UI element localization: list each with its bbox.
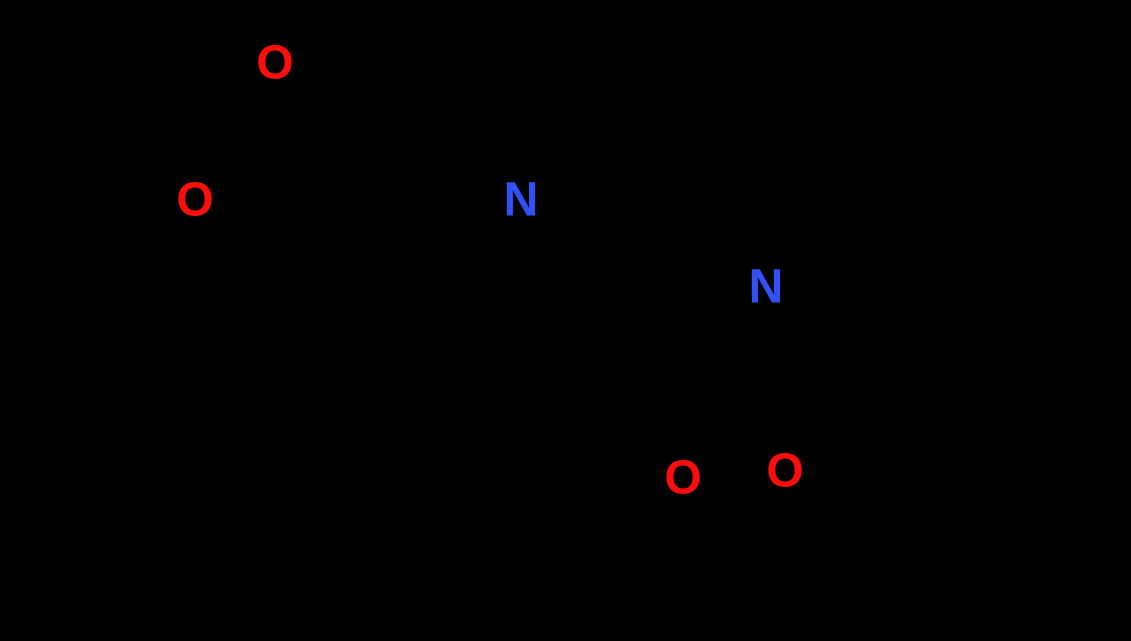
atom-label-O: O (256, 37, 293, 90)
atom-label-O: O (766, 445, 803, 498)
atom-label-N: N (749, 261, 784, 314)
molecule-diagram: O O N O N O (0, 0, 1131, 641)
bond-line (521, 478, 540, 568)
bond-line (358, 155, 438, 200)
bond-line (602, 293, 683, 340)
bond-line (925, 315, 1017, 335)
bond-line (683, 200, 748, 268)
atom-label-N: N (504, 174, 539, 227)
bond-line (115, 214, 173, 250)
bond-line (438, 155, 498, 188)
bond-line (859, 178, 878, 268)
bond-line (438, 433, 521, 478)
bond-line (878, 158, 970, 178)
bond-line (869, 335, 925, 425)
bond-line (521, 433, 602, 478)
bond-line (544, 155, 602, 187)
bond-line (1017, 225, 1037, 315)
bond-line (771, 313, 785, 381)
bond-line (521, 293, 602, 340)
bonds-group (115, 89, 1037, 568)
bond-line (438, 293, 521, 340)
atom-label-O: O (664, 452, 701, 505)
bond-line (275, 155, 358, 200)
atom-label-O: O (176, 174, 213, 227)
bond-line (792, 268, 860, 282)
bond-line (970, 158, 1037, 225)
bond-line (602, 155, 683, 200)
bond-line (859, 268, 925, 335)
atoms-group: O O N O N O (169, 37, 812, 505)
bond-line (218, 155, 275, 187)
bond-line (785, 380, 869, 425)
